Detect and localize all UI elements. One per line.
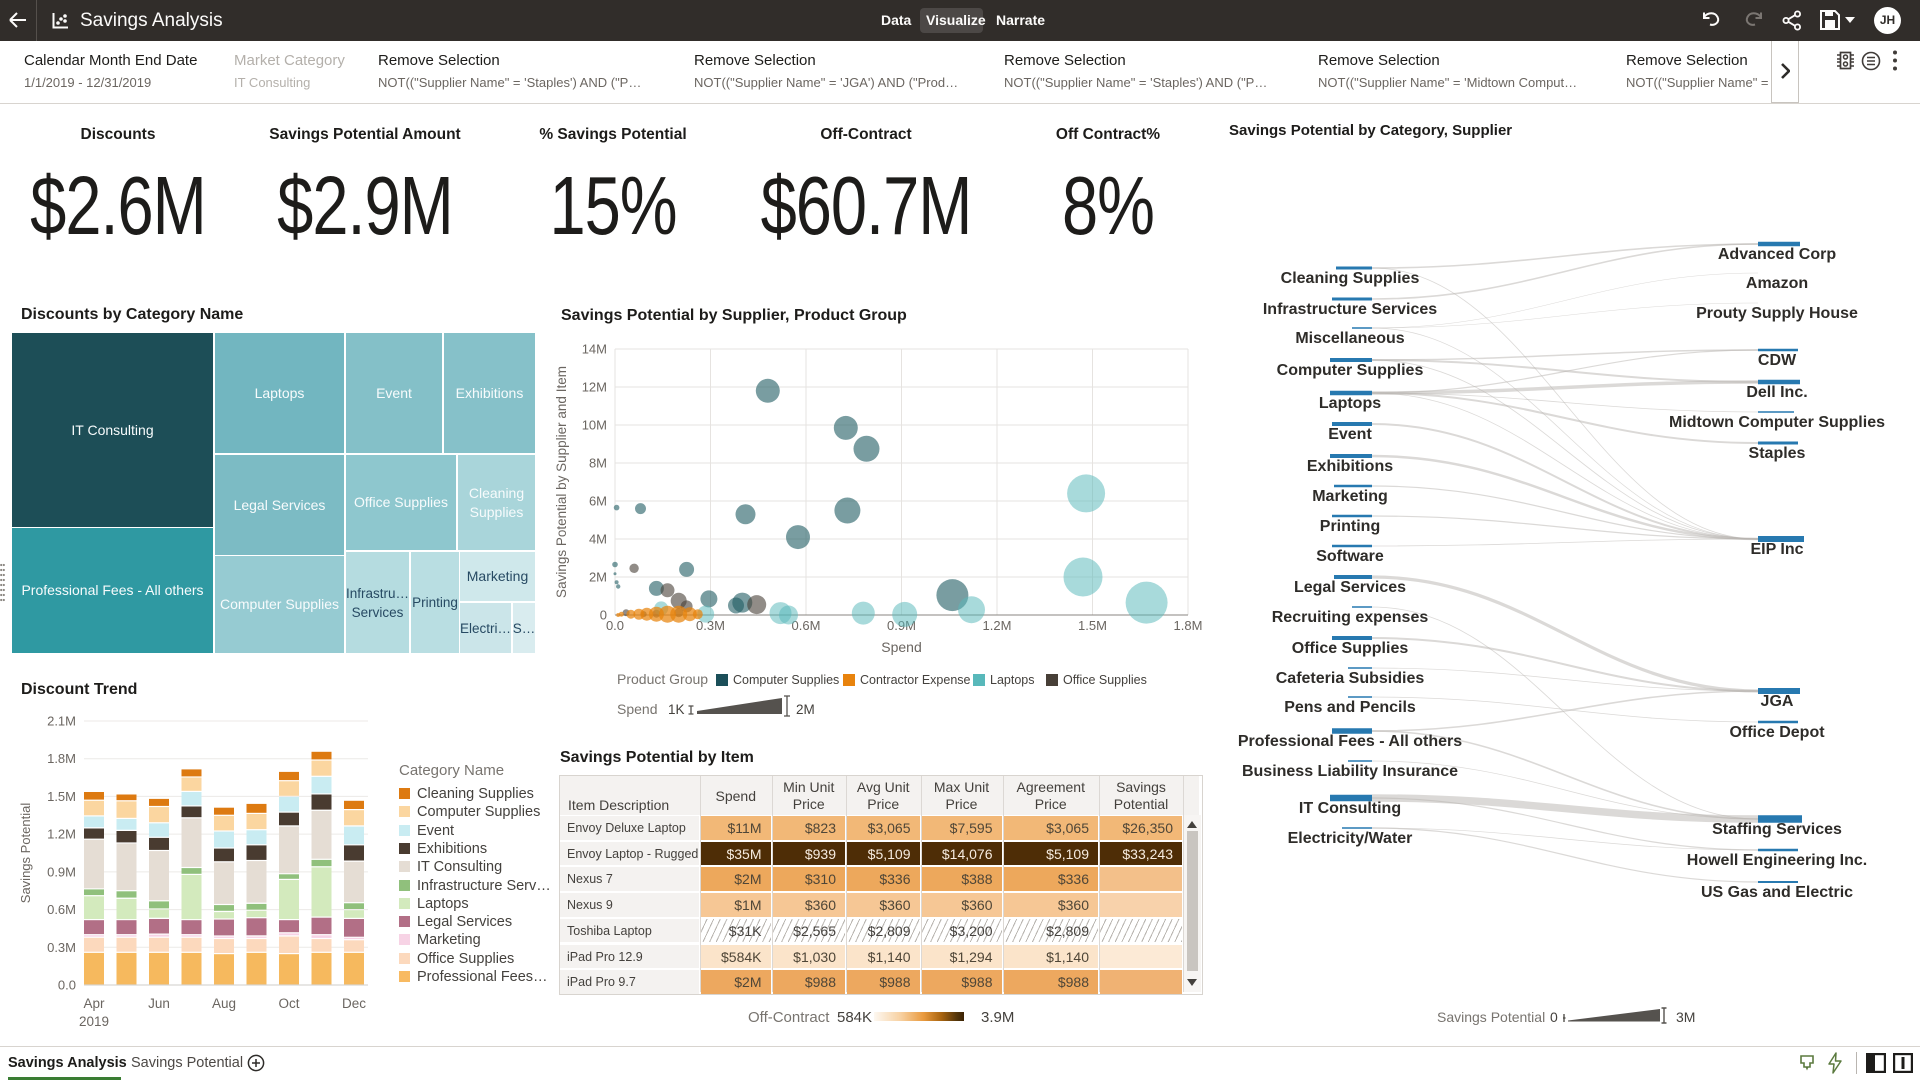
svg-text:1.2M: 1.2M [47,827,76,842]
svg-text:6M: 6M [589,494,607,509]
svg-text:0.6M: 0.6M [792,618,821,633]
svg-text:2M: 2M [589,570,607,585]
svg-text:Oct: Oct [278,996,299,1011]
svg-text:Laptops: Laptops [990,673,1034,687]
svg-text:12M: 12M [582,380,607,395]
svg-text:0.0: 0.0 [58,978,76,993]
svg-text:Dec: Dec [342,996,366,1011]
svg-text:4M: 4M [589,532,607,547]
svg-text:14M: 14M [582,342,607,357]
svg-text:0.6M: 0.6M [47,902,76,917]
svg-text:Spend: Spend [617,701,657,717]
svg-text:1.8M: 1.8M [1174,618,1203,633]
svg-text:2019: 2019 [79,1014,109,1029]
svg-text:10M: 10M [582,418,607,433]
svg-text:Contractor Expense: Contractor Expense [860,673,971,687]
svg-text:1.2M: 1.2M [983,618,1012,633]
svg-text:8M: 8M [589,456,607,471]
svg-text:Jun: Jun [148,996,170,1011]
svg-text:2M: 2M [796,702,815,717]
svg-text:Computer Supplies: Computer Supplies [733,673,839,687]
svg-text:1.5M: 1.5M [1078,618,1107,633]
svg-text:Spend: Spend [881,639,921,655]
svg-text:1.8M: 1.8M [47,751,76,766]
svg-text:0.0: 0.0 [606,618,624,633]
svg-text:Office Supplies: Office Supplies [1063,673,1147,687]
svg-text:Apr: Apr [83,996,105,1011]
svg-text:0: 0 [600,608,607,623]
svg-text:2.1M: 2.1M [47,714,76,729]
svg-text:Aug: Aug [212,996,236,1011]
svg-text:Savings Potential: Savings Potential [18,803,33,904]
svg-text:1.5M: 1.5M [47,789,76,804]
svg-text:Product Group: Product Group [617,671,708,687]
svg-text:0.3M: 0.3M [47,940,76,955]
svg-text:Savings Potential by Supplier: Savings Potential by Supplier and Item [554,366,569,598]
svg-text:1K: 1K [668,702,685,717]
svg-text:0.9M: 0.9M [47,864,76,879]
